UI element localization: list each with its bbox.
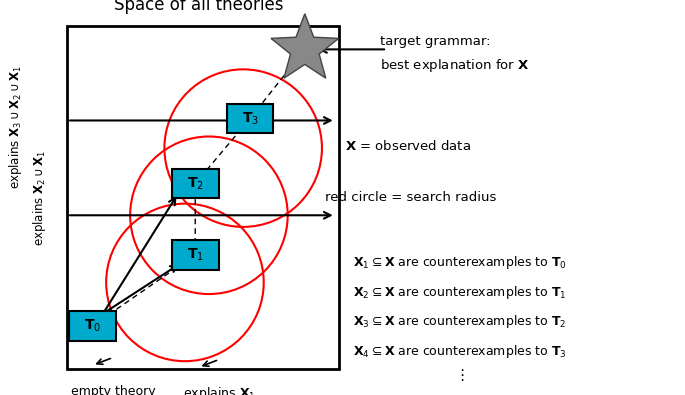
Text: T$_1$: T$_1$ (187, 246, 203, 263)
Text: T$_0$: T$_0$ (84, 318, 101, 334)
Text: T$_2$: T$_2$ (187, 175, 203, 192)
Bar (69, 311, 116, 340)
Text: empty theory: empty theory (71, 385, 155, 395)
Bar (172, 169, 219, 198)
Text: red circle = search radius: red circle = search radius (325, 191, 497, 204)
Bar (172, 240, 219, 269)
Text: $\mathbf{X}_1 \subseteq \mathbf{X}$ are counterexamples to $\mathbf{T}_0$: $\mathbf{X}_1 \subseteq \mathbf{X}$ are … (353, 254, 566, 271)
Text: $\vdots$: $\vdots$ (453, 367, 464, 383)
Text: Space of all theories: Space of all theories (114, 0, 284, 14)
Polygon shape (271, 14, 338, 78)
Text: $\mathbf{X}_3 \subseteq \mathbf{X}$ are counterexamples to $\mathbf{T}_2$: $\mathbf{X}_3 \subseteq \mathbf{X}$ are … (353, 313, 566, 331)
Text: T$_3$: T$_3$ (242, 110, 258, 127)
Text: best explanation for $\mathbf{X}$: best explanation for $\mathbf{X}$ (380, 56, 530, 74)
Text: target grammar:: target grammar: (380, 35, 490, 48)
Bar (67, 26, 339, 369)
Bar (227, 103, 273, 134)
Text: $\mathbf{X}_2 \subseteq \mathbf{X}$ are counterexamples to $\mathbf{T}_1$: $\mathbf{X}_2 \subseteq \mathbf{X}$ are … (353, 284, 566, 301)
Text: $\mathbf{X}$ = observed data: $\mathbf{X}$ = observed data (345, 139, 471, 153)
Text: explains $\mathbf{X}_3 \cup \mathbf{X}_2 \cup \mathbf{X}_1$: explains $\mathbf{X}_3 \cup \mathbf{X}_2… (7, 64, 23, 188)
Text: explains $\mathbf{X}_1$: explains $\mathbf{X}_1$ (183, 385, 256, 395)
Text: $\mathbf{X}_4 \subseteq \mathbf{X}$ are counterexamples to $\mathbf{T}_3$: $\mathbf{X}_4 \subseteq \mathbf{X}$ are … (353, 343, 566, 360)
Text: explains $\mathbf{X}_2 \cup \mathbf{X}_1$: explains $\mathbf{X}_2 \cup \mathbf{X}_1… (32, 149, 48, 246)
